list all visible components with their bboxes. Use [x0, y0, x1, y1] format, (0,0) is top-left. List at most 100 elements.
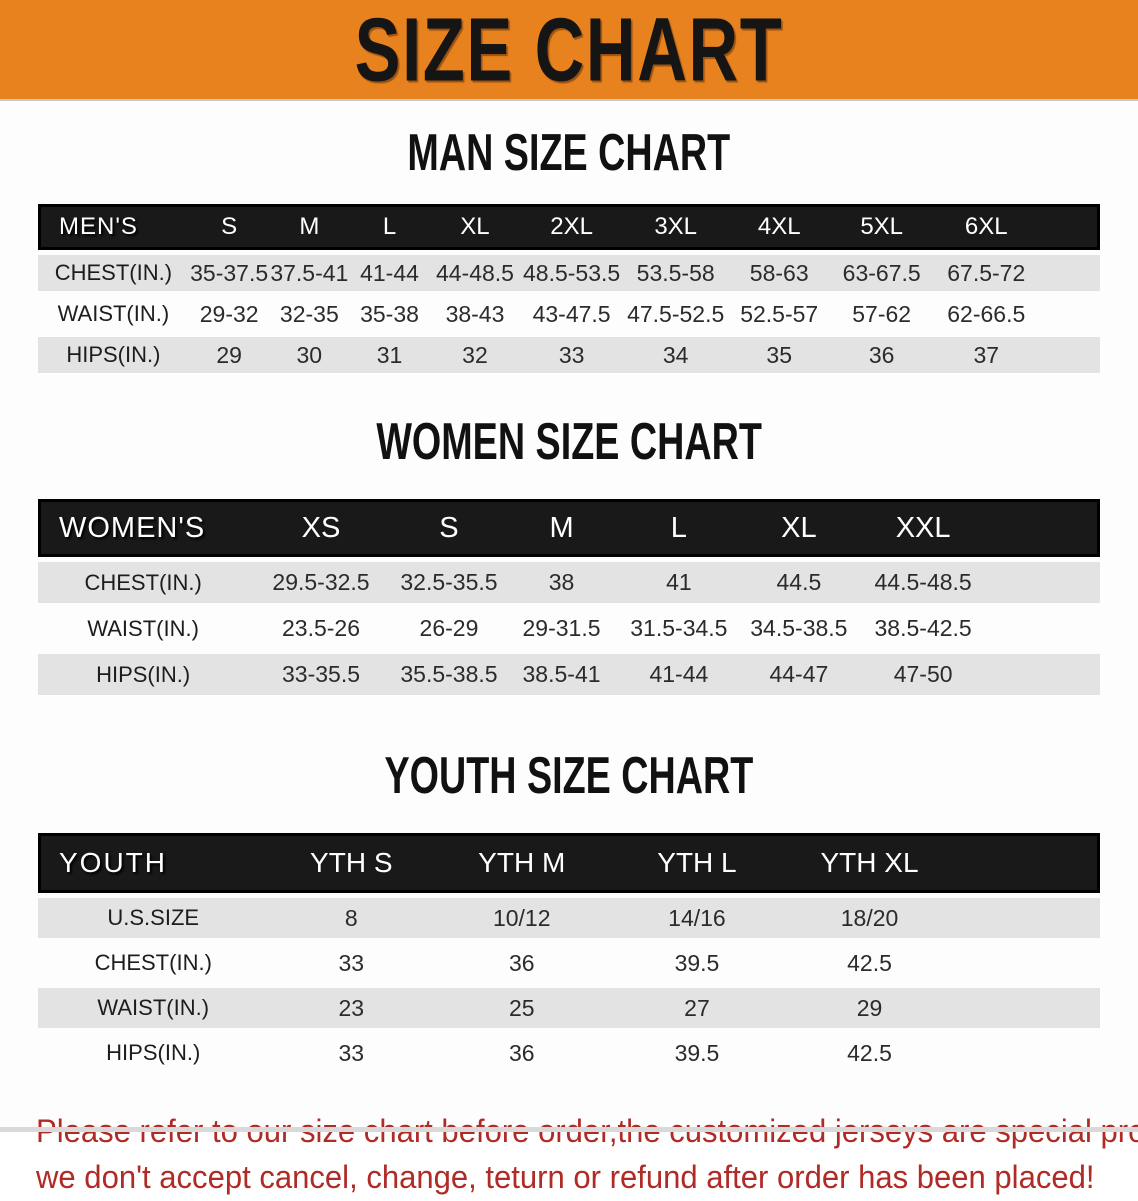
filler-cell — [1039, 296, 1100, 332]
women-waist-row: WAIST(IN.) 23.5-26 26-29 29-31.5 31.5-34… — [38, 608, 1100, 649]
size-value: 14/16 — [609, 898, 785, 938]
men-size-col: XL — [429, 204, 521, 250]
size-value: 42.5 — [784, 943, 955, 983]
size-value: 33-35.5 — [248, 654, 394, 695]
men-size-col: 4XL — [728, 204, 831, 250]
row-label: WAIST(IN.) — [38, 608, 249, 649]
filler-cell — [987, 654, 1100, 695]
youth-size-col: YTH S — [268, 833, 435, 893]
men-section-heading-text: MAN SIZE CHART — [407, 122, 731, 182]
size-value: 33 — [268, 943, 435, 983]
size-value: 42.5 — [784, 1033, 955, 1073]
size-value: 10/12 — [434, 898, 610, 938]
women-section-heading-text: WOMEN SIZE CHART — [376, 411, 762, 471]
size-value: 34.5-38.5 — [738, 608, 859, 649]
youth-group-label: YOUTH — [38, 833, 269, 893]
women-size-col: XL — [738, 499, 859, 557]
women-chest-row: CHEST(IN.) 29.5-32.5 32.5-35.5 38 41 44.… — [38, 562, 1100, 603]
size-value: 35-37.5 — [188, 255, 270, 291]
bottom-divider — [0, 1127, 1138, 1132]
banner-title: SIZE CHART — [354, 0, 784, 100]
youth-waist-row: WAIST(IN.) 23 25 27 29 — [38, 988, 1100, 1028]
size-value: 26-29 — [393, 608, 505, 649]
filler-cell — [987, 499, 1100, 557]
size-value: 36 — [434, 943, 610, 983]
row-label: WAIST(IN.) — [38, 988, 269, 1028]
size-value: 38 — [504, 562, 619, 603]
filler-cell — [1039, 337, 1100, 373]
men-size-col: M — [269, 204, 350, 250]
youth-size-col: YTH XL — [784, 833, 955, 893]
row-label: CHEST(IN.) — [38, 943, 269, 983]
size-value: 32-35 — [269, 296, 350, 332]
size-value: 23 — [268, 988, 435, 1028]
size-value: 29-32 — [188, 296, 270, 332]
filler-cell — [987, 608, 1100, 649]
size-value: 41 — [618, 562, 739, 603]
women-size-col: XXL — [858, 499, 988, 557]
men-size-col: L — [349, 204, 430, 250]
size-value: 29-31.5 — [504, 608, 619, 649]
women-header-row: WOMEN'S XS S M L XL XXL — [38, 499, 1100, 557]
men-chest-row: CHEST(IN.) 35-37.5 37.5-41 41-44 44-48.5… — [38, 255, 1100, 291]
women-size-col: L — [618, 499, 739, 557]
row-label: HIPS(IN.) — [38, 337, 189, 373]
youth-size-table: YOUTH YTH S YTH M YTH L YTH XL U.S.SIZE … — [38, 828, 1100, 1078]
size-value: 29 — [188, 337, 270, 373]
men-size-col: 6XL — [933, 204, 1040, 250]
size-value: 44-48.5 — [429, 255, 521, 291]
filler-cell — [987, 562, 1100, 603]
size-value: 35-38 — [349, 296, 430, 332]
men-size-table: MEN'S S M L XL 2XL 3XL 4XL 5XL 6XL CHEST… — [38, 199, 1100, 378]
order-policy-line-2: we don't accept cancel, change, teturn o… — [36, 1159, 1095, 1196]
size-value: 8 — [268, 898, 435, 938]
youth-header-row: YOUTH YTH S YTH M YTH L YTH XL — [38, 833, 1100, 893]
size-value: 25 — [434, 988, 610, 1028]
size-value: 39.5 — [609, 943, 785, 983]
women-group-label: WOMEN'S — [38, 499, 249, 557]
size-value: 57-62 — [830, 296, 934, 332]
size-value: 32.5-35.5 — [393, 562, 505, 603]
size-value: 33 — [268, 1033, 435, 1073]
size-value: 47.5-52.5 — [623, 296, 729, 332]
size-value: 44-47 — [738, 654, 859, 695]
size-value: 67.5-72 — [933, 255, 1040, 291]
row-label: CHEST(IN.) — [38, 562, 249, 603]
size-value: 34 — [623, 337, 729, 373]
size-value: 62-66.5 — [933, 296, 1040, 332]
youth-size-col: YTH L — [609, 833, 785, 893]
filler-cell — [954, 833, 1100, 893]
size-value: 52.5-57 — [728, 296, 831, 332]
youth-size-col: YTH M — [434, 833, 610, 893]
size-value: 44.5-48.5 — [858, 562, 988, 603]
women-size-col: XS — [248, 499, 394, 557]
row-label: CHEST(IN.) — [38, 255, 189, 291]
size-value: 37 — [933, 337, 1040, 373]
size-value: 27 — [609, 988, 785, 1028]
men-section-heading: MAN SIZE CHART — [0, 122, 1138, 182]
row-label: HIPS(IN.) — [38, 1033, 269, 1073]
size-value: 47-50 — [858, 654, 988, 695]
men-size-col: 2XL — [520, 204, 624, 250]
size-value: 39.5 — [609, 1033, 785, 1073]
size-value: 32 — [429, 337, 521, 373]
men-size-col: 3XL — [623, 204, 729, 250]
women-size-table: WOMEN'S XS S M L XL XXL CHEST(IN.) 29.5-… — [38, 494, 1100, 700]
size-value: 29 — [784, 988, 955, 1028]
size-value: 43-47.5 — [520, 296, 624, 332]
size-value: 18/20 — [784, 898, 955, 938]
size-value: 35 — [728, 337, 831, 373]
row-label: WAIST(IN.) — [38, 296, 189, 332]
women-size-col: S — [393, 499, 505, 557]
size-value: 33 — [520, 337, 624, 373]
row-label: U.S.SIZE — [38, 898, 269, 938]
filler-cell — [954, 898, 1100, 938]
size-value: 38.5-42.5 — [858, 608, 988, 649]
size-value: 38.5-41 — [504, 654, 619, 695]
size-value: 41-44 — [618, 654, 739, 695]
size-value: 30 — [269, 337, 350, 373]
men-group-label: MEN'S — [38, 204, 189, 250]
men-header-row: MEN'S S M L XL 2XL 3XL 4XL 5XL 6XL — [38, 204, 1100, 250]
row-label: HIPS(IN.) — [38, 654, 249, 695]
